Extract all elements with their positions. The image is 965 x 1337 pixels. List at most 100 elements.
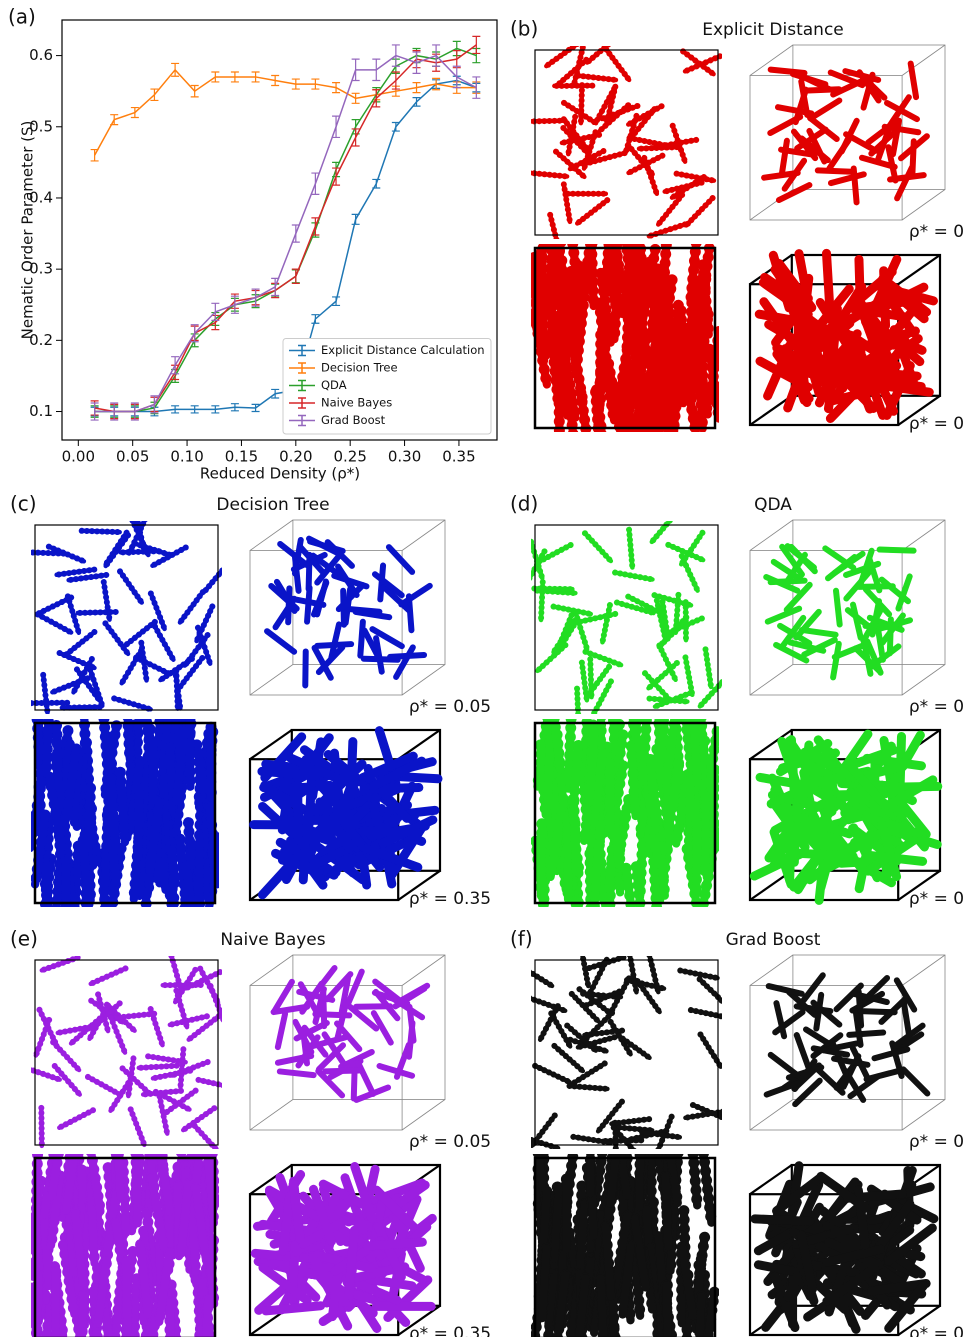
rod-core (683, 655, 695, 698)
rod (274, 1010, 289, 1051)
rods (531, 1154, 719, 1337)
rod (884, 1281, 929, 1333)
rod (780, 344, 809, 405)
cube-edge (897, 254, 941, 286)
box-frame (534, 49, 719, 236)
error-bar (432, 44, 441, 67)
rod (796, 747, 834, 804)
error-bar (110, 402, 119, 421)
snapshot-panel: (e) Naive Bayes ρ* = 0.05 ρ* = 0.35 (10, 927, 491, 1337)
rod (352, 608, 393, 621)
x-tick-label: 0.00 (62, 448, 95, 466)
rod-core (552, 342, 572, 420)
rod-core (677, 968, 720, 981)
rod-core (578, 82, 585, 126)
rod (355, 1060, 377, 1097)
rod-core (65, 594, 82, 635)
rod-core (142, 1208, 159, 1287)
rod-core (703, 647, 714, 690)
density-label: ρ* = 0.05 (409, 697, 491, 717)
rod (334, 1002, 349, 1042)
error-bar (412, 82, 421, 94)
rod-core (37, 1007, 59, 1047)
rod (802, 86, 843, 94)
rod-core (535, 642, 568, 674)
rod-core (536, 819, 547, 898)
cube-edge (249, 1164, 293, 1196)
rod-core (630, 1214, 651, 1292)
rod-core (114, 1011, 157, 1020)
error-bar (372, 178, 381, 189)
rod-core (698, 845, 717, 907)
rod-core (64, 1198, 78, 1277)
error-bar (251, 288, 260, 307)
rod (368, 756, 427, 792)
rod (365, 1178, 427, 1207)
rod (322, 1067, 363, 1075)
rod (361, 844, 423, 872)
rod (858, 154, 898, 170)
rod (833, 341, 861, 402)
rod (778, 137, 790, 178)
rod (799, 972, 826, 1006)
rod-core (35, 612, 74, 635)
rod-core (131, 1154, 142, 1228)
rod-core (39, 1212, 53, 1291)
rod-core (679, 530, 705, 567)
rod-core (616, 1033, 652, 1061)
x-tick-label: 0.25 (333, 448, 366, 466)
rod-core (692, 820, 702, 899)
rod-core (186, 1014, 221, 1042)
rod-core (669, 174, 707, 200)
rod (862, 586, 893, 618)
rod-core (62, 629, 97, 658)
rod-core (191, 1183, 210, 1262)
rod-core (639, 1129, 683, 1140)
rod (308, 1184, 337, 1246)
rod (861, 317, 896, 375)
rod (780, 614, 807, 649)
rod-core (664, 758, 683, 837)
rod-core (128, 1274, 141, 1337)
rods (31, 719, 219, 907)
rod-core (553, 1270, 570, 1337)
error-bar (271, 388, 280, 399)
error-bar (230, 295, 239, 314)
rod-core (31, 550, 68, 556)
rod-core (600, 244, 614, 301)
legend-swatch (289, 344, 315, 357)
rod-core (697, 679, 722, 709)
error-bar (351, 92, 360, 104)
rod (794, 249, 814, 313)
box-frame (34, 524, 219, 711)
rod-core (660, 599, 671, 642)
rod (369, 626, 405, 650)
rod-core (162, 1088, 198, 1116)
rod-core (627, 741, 640, 821)
rod-core (561, 182, 573, 225)
cube-edge (749, 1099, 794, 1131)
rod-core (152, 624, 176, 662)
error-bar (311, 314, 320, 324)
legend-label: Grad Boost (321, 413, 386, 427)
rod (763, 1079, 802, 1098)
rod-core (567, 1083, 610, 1092)
cube-edge (749, 75, 903, 221)
box-frame (33, 1156, 217, 1337)
rod-core (680, 49, 716, 77)
rod (345, 1225, 359, 1290)
error-bar (332, 82, 341, 94)
rod-core (202, 567, 222, 594)
rod (306, 535, 343, 557)
rod-core (655, 192, 685, 227)
rod-core (88, 966, 128, 987)
rod-core (553, 149, 587, 180)
error-bar (472, 35, 481, 55)
rod-core (605, 759, 615, 838)
rod (898, 133, 930, 162)
rod-core (106, 774, 120, 853)
density-label: ρ* = 0.05 (909, 222, 965, 242)
rod-core (42, 719, 53, 778)
error-bar (251, 403, 260, 413)
rod-core (77, 1290, 89, 1337)
